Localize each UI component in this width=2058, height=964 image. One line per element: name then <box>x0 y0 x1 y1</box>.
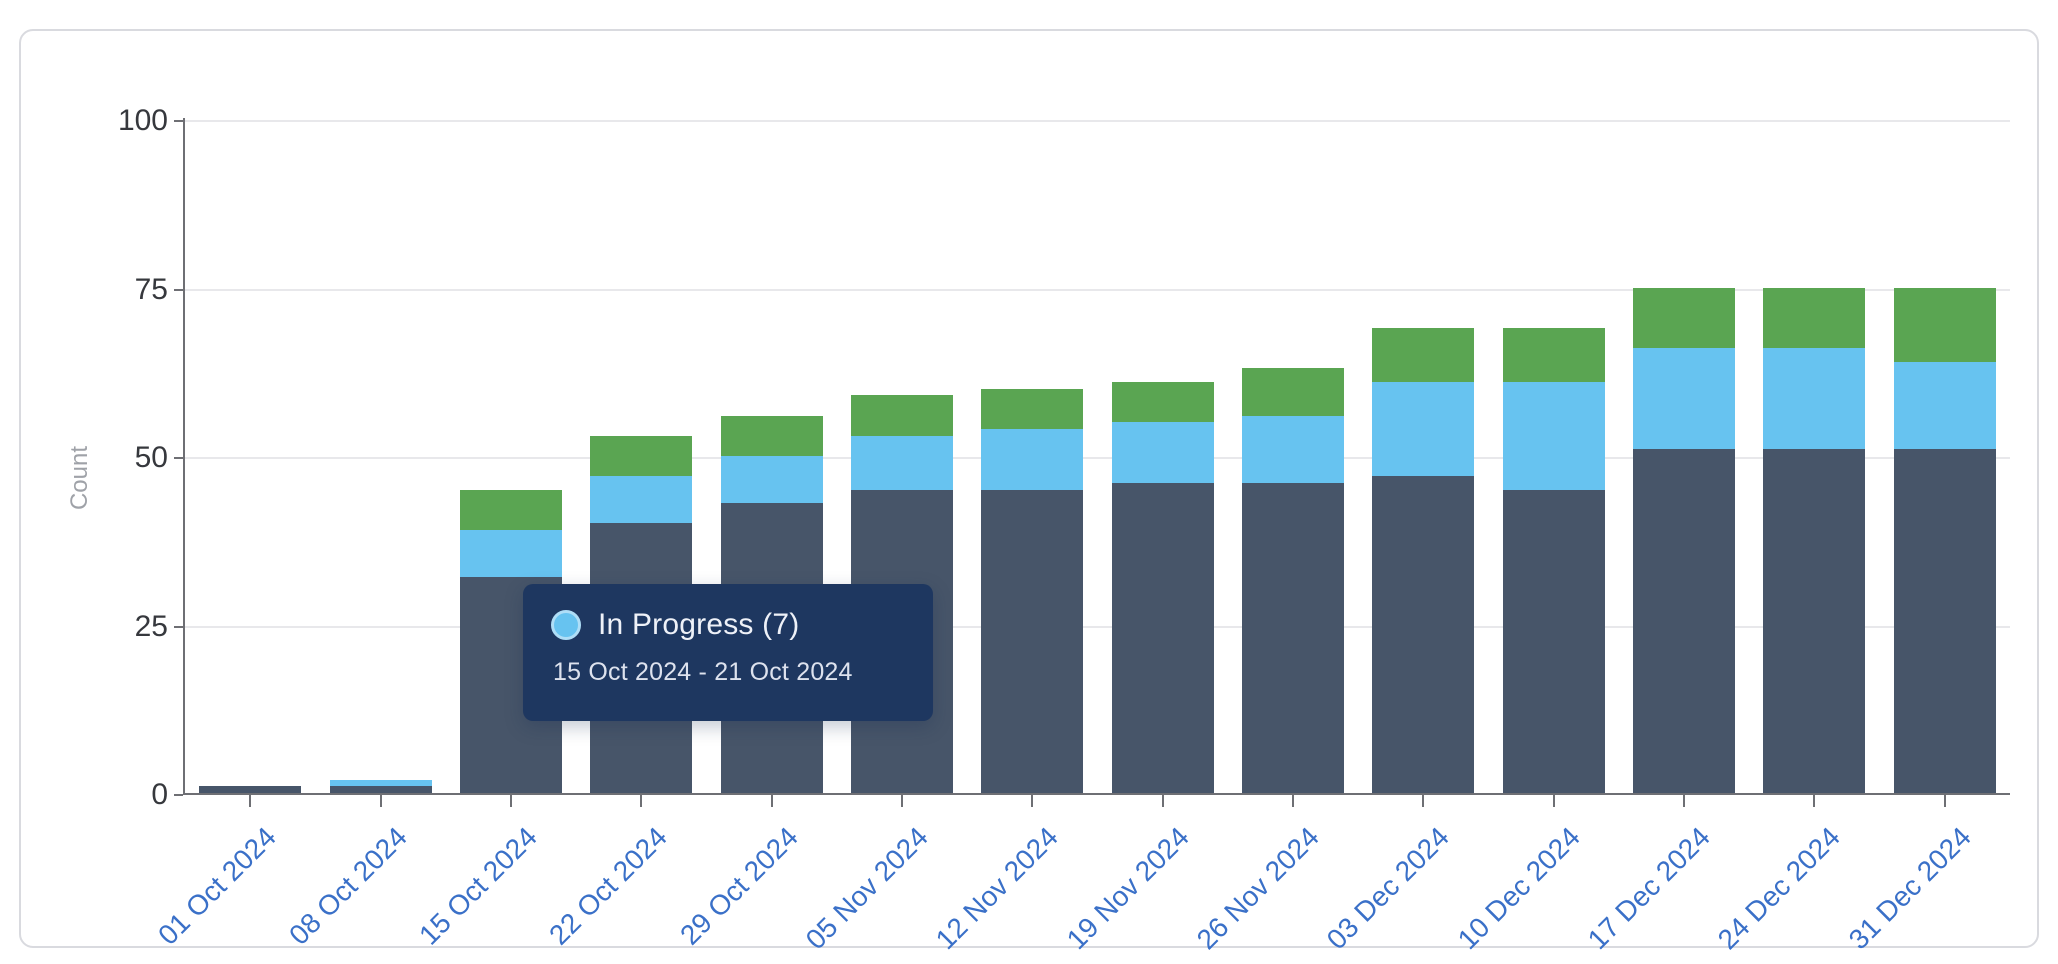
x-axis-tick <box>1031 795 1034 807</box>
bar-segment-bottom[interactable] <box>981 489 1084 793</box>
bar-segment-middle[interactable] <box>1502 381 1605 490</box>
bar-segment-bottom[interactable] <box>199 786 302 793</box>
tooltip-date-range: 15 Oct 2024 - 21 Oct 2024 <box>553 658 853 686</box>
bar-segment-bottom[interactable] <box>1111 482 1214 793</box>
bar-segment-bottom[interactable] <box>1502 489 1605 793</box>
y-axis-tick-label: 0 <box>151 778 168 811</box>
bar-segment-top[interactable] <box>850 395 953 436</box>
bar-segment-middle[interactable] <box>981 429 1084 490</box>
bar-segment-bottom[interactable] <box>1242 482 1345 793</box>
bar-segment-middle[interactable] <box>329 779 432 787</box>
x-axis-tick <box>1292 795 1295 807</box>
tooltip: In Progress (7) 15 Oct 2024 - 21 Oct 202… <box>523 584 933 721</box>
bar-segment-top[interactable] <box>1633 287 1736 349</box>
bar-segment-top[interactable] <box>459 489 562 531</box>
tooltip-title-row: In Progress (7) <box>551 608 903 642</box>
bar-segment-top[interactable] <box>1763 287 1866 349</box>
in-progress-series-marker-icon <box>551 610 581 640</box>
bar-segment-middle[interactable] <box>720 456 823 504</box>
bar-segment-middle[interactable] <box>590 476 693 524</box>
bar-segment-top[interactable] <box>1372 327 1475 382</box>
x-axis-tick <box>900 795 903 807</box>
y-axis-tick <box>174 288 183 291</box>
bar-segment-bottom[interactable] <box>1633 449 1736 793</box>
x-axis-tick <box>1161 795 1164 807</box>
x-axis-tick <box>1943 795 1946 807</box>
gridline <box>185 625 2010 628</box>
y-axis-tick <box>174 625 183 628</box>
bar-segment-bottom[interactable] <box>1763 449 1866 793</box>
y-axis-tick-label: 75 <box>134 272 168 306</box>
bar-segment-top[interactable] <box>720 415 823 456</box>
gridline <box>185 120 2010 122</box>
bar-segment-top[interactable] <box>981 388 1084 430</box>
bar-segment-middle[interactable] <box>1111 422 1214 483</box>
y-axis-tick-label: 50 <box>134 441 168 474</box>
x-axis-tick <box>1813 795 1816 807</box>
bar-segment-bottom[interactable] <box>1372 476 1475 793</box>
y-axis-tick <box>174 794 183 796</box>
x-axis-tick <box>640 795 643 807</box>
bar-segment-middle[interactable] <box>1633 348 1736 450</box>
x-axis-tick <box>1683 795 1686 807</box>
gridline <box>185 288 2010 291</box>
y-axis-tick <box>174 457 183 459</box>
bar-segment-top[interactable] <box>1502 327 1605 382</box>
x-axis-tick <box>1422 795 1425 807</box>
x-axis-tick <box>379 795 382 807</box>
bar-segment-bottom[interactable] <box>329 786 432 793</box>
bar-segment-top[interactable] <box>1111 381 1214 423</box>
bar-segment-middle[interactable] <box>1242 415 1345 483</box>
x-axis-tick <box>770 795 773 807</box>
x-axis-tick <box>509 795 512 807</box>
bar-segment-top[interactable] <box>1893 287 1996 362</box>
x-axis-line <box>183 793 2010 795</box>
gridline <box>185 457 2010 459</box>
tooltip-title: In Progress (7) <box>598 608 800 641</box>
bar-segment-middle[interactable] <box>1893 361 1996 450</box>
bar-segment-top[interactable] <box>590 435 693 477</box>
x-axis-tick <box>249 795 252 807</box>
y-axis-tick-label: 25 <box>134 609 168 643</box>
x-axis-tick <box>1552 795 1555 807</box>
bar-segment-middle[interactable] <box>459 530 562 578</box>
bar-segment-middle[interactable] <box>850 435 953 490</box>
bar-segment-bottom[interactable] <box>1893 449 1996 793</box>
y-axis-tick-label: 100 <box>117 104 168 137</box>
bar-segment-middle[interactable] <box>1763 348 1866 450</box>
x-axis-label: 01 Oct 2024 <box>152 821 283 951</box>
bar-segment-top[interactable] <box>1242 368 1345 416</box>
y-axis-line <box>183 118 185 795</box>
y-axis-tick <box>174 120 183 122</box>
bar-segment-middle[interactable] <box>1372 381 1475 477</box>
